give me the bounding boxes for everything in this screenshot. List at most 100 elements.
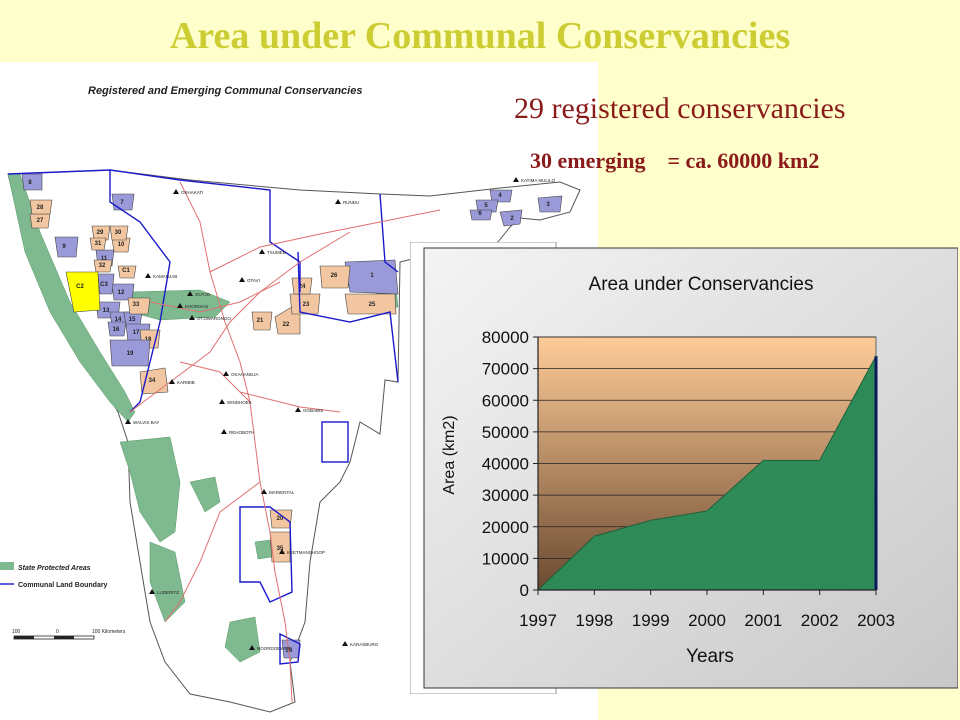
conservancy-label-19: 19: [127, 351, 134, 357]
x-tick-label-2002: 2002: [801, 611, 839, 630]
town-marker-luderitz: [149, 589, 155, 594]
town-label-otavi: OTAVI: [247, 278, 260, 283]
scale-tick-zero: 0: [56, 629, 59, 635]
town-label-khorixas: KHORIXAS: [185, 304, 208, 309]
conservancy-label-32: 32: [99, 263, 106, 269]
town-label-oshakati: OSHAKATI: [181, 190, 203, 195]
legend-protected-swatch: [0, 562, 14, 570]
town-marker-noordoewer: [249, 645, 255, 650]
scale-tick-left: 100: [12, 629, 21, 635]
town-marker-otjiwarongo: [189, 315, 195, 320]
x-axis-label: Years: [686, 646, 734, 667]
conservancy-label-2: 2: [510, 216, 514, 222]
x-tick-label-2000: 2000: [688, 611, 726, 630]
scale-tick-right: 100 Kilometers: [92, 629, 126, 635]
y-axis-label: Area (km2): [441, 415, 458, 494]
town-label-outjo: OUTJO: [195, 292, 211, 297]
conservancy-5-area: [475, 199, 499, 213]
conservancy-C2-area: [65, 271, 101, 313]
x-tick-label-1999: 1999: [632, 611, 670, 630]
town-label-katima-mulilo: KATIMA MULILO: [521, 178, 556, 183]
conservancy-2-area: [499, 209, 523, 227]
protected-area-5: [189, 476, 221, 513]
conservancy-label-9: 9: [62, 244, 66, 250]
town-marker-rundu: [335, 199, 341, 204]
conservancy-label-35: 35: [277, 546, 284, 552]
conservancy-label-C3: C3: [100, 282, 108, 288]
conservancy-32-area: [93, 259, 113, 273]
emerging-area-text: = ca. 60000 km2: [667, 148, 820, 173]
town-label-rehoboth: REHOBOTH: [229, 430, 255, 435]
conservancy-label-21: 21: [257, 318, 264, 324]
y-tick-label-80000: 80000: [482, 328, 529, 347]
town-marker-katima-mulilo: [513, 177, 519, 182]
town-label-rundu: RUNDU: [343, 200, 359, 205]
conservancy-label-25: 25: [369, 302, 376, 308]
town-label-keetmanshoop: KEETMANSHOOP: [287, 550, 325, 555]
legend-boundary-label: Communal Land Boundary: [18, 582, 108, 589]
data-point-2001: [762, 459, 765, 462]
conservancy-6-area: [469, 209, 493, 221]
conservancy-3-area: [537, 195, 563, 213]
conservancy-label-36: 36: [286, 648, 293, 654]
town-marker-outjo: [187, 291, 193, 296]
communal-boundaries: [7, 169, 399, 665]
town-marker-gobabis: [295, 407, 301, 412]
conservancy-label-C2: C2: [76, 284, 84, 290]
x-tick-label-2001: 2001: [744, 611, 782, 630]
protected-area-4: [119, 436, 181, 543]
town-markers: OSHAKATI RUNDU KATIMA MULILO TSUMEB OUTJO OTA…: [125, 177, 556, 651]
y-tick-label-30000: 30000: [482, 486, 529, 505]
map-title: Registered and Emerging Communal Conserv…: [88, 85, 362, 97]
conservancy-31-area: [89, 237, 107, 251]
conservancy-label-34: 34: [149, 378, 156, 384]
conservancy-label-7: 7: [120, 200, 124, 206]
conservancy-C3-area: [97, 273, 115, 295]
y-tick-label-50000: 50000: [482, 423, 529, 442]
town-marker-karibib: [169, 379, 175, 384]
town-marker-karasburg: [342, 641, 348, 646]
conservancies: 1234567891011121314151617181920212223242…: [21, 173, 563, 659]
town-marker-oshakati: [173, 189, 179, 194]
town-label-walvis-bay: WALVIS BAY: [133, 420, 159, 425]
conservancy-label-12: 12: [118, 290, 125, 296]
town-marker-kamanjab: [145, 273, 151, 278]
conservancy-label-1: 1: [370, 273, 374, 279]
conservancy-label-11: 11: [101, 256, 108, 262]
conservancy-label-8: 8: [28, 180, 32, 186]
town-label-mariental: MARIENTAL: [269, 490, 295, 495]
conservancy-label-15: 15: [129, 317, 136, 323]
conservancy-label-31: 31: [95, 241, 102, 247]
town-label-noordoewer: NOORDOEWER: [257, 646, 292, 651]
data-point-2003: [875, 355, 877, 357]
conservancy-28-area: [29, 199, 53, 215]
conservancy-label-16: 16: [113, 327, 120, 333]
y-tick-label-60000: 60000: [482, 391, 529, 410]
conservancy-4-area: [489, 189, 513, 203]
conservancy-label-33: 33: [133, 302, 140, 308]
road-network: [129, 181, 441, 703]
area-chart: Area under Conservancies 0 10000 20000 3000…: [410, 242, 958, 694]
town-label-luderitz: LUDERITZ: [157, 590, 179, 595]
protected-area-1: [7, 173, 136, 423]
town-marker-mariental: [261, 489, 267, 494]
conservancy-label-29: 29: [97, 230, 104, 236]
town-label-karibib: KARIBIB: [177, 380, 195, 385]
y-tick-label-70000: 70000: [482, 360, 529, 379]
y-tick-label-20000: 20000: [482, 518, 529, 537]
data-point-2002: [818, 459, 821, 462]
conservancy-label-30: 30: [115, 230, 122, 236]
conservancy-label-6: 6: [478, 211, 482, 217]
town-label-otjiwarongo: OTJIWARONGO: [197, 316, 231, 321]
town-marker-khorixas: [177, 303, 183, 308]
conservancy-label-10: 10: [118, 242, 125, 248]
town-marker-windhoek: [219, 399, 225, 404]
legend-protected-label: State Protected Areas: [18, 565, 91, 572]
conservancy-label-14: 14: [115, 317, 122, 323]
conservancy-19-area: [109, 339, 151, 367]
conservancy-C1-area: [117, 265, 137, 279]
y-tick-label-0: 0: [520, 581, 529, 600]
data-point-1999: [649, 519, 652, 522]
emerging-count-text: 30 emerging: [530, 148, 646, 173]
protected-area-6: [149, 541, 186, 623]
